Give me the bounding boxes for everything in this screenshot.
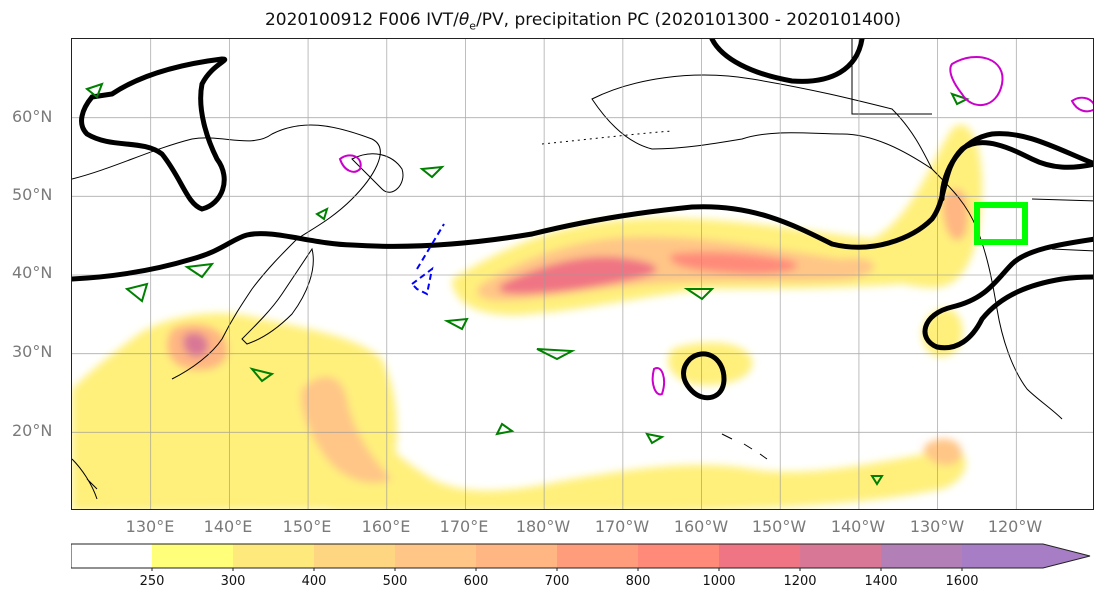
chart-title: 2020100912 F006 IVT/θe/PV, precipitation… (264, 10, 902, 33)
colorbar-tick-label: 800 (625, 574, 651, 589)
lon-tick-label: 150°W (751, 517, 807, 536)
ivt-contour-west-coast (922, 236, 1093, 351)
colorbar-swatch (314, 544, 395, 568)
colorbar-swatch (233, 544, 314, 568)
colorbar-swatch (638, 544, 719, 568)
colorbar-tick-label: 700 (544, 574, 570, 589)
pv-contour (495, 422, 515, 436)
coast-north-america (931, 168, 1063, 420)
coast-asia (72, 124, 381, 380)
colorbar-tick-label: 1200 (783, 574, 817, 589)
coast-hawaii (721, 433, 768, 460)
theta-pos-contour (338, 154, 362, 173)
lat-tick-label: 50°N (12, 185, 53, 204)
theta-pos-contour (651, 367, 665, 396)
highlight-box (974, 202, 1028, 245)
colorbar-tick-label: 500 (382, 574, 408, 589)
ivt-contour-ak (709, 39, 865, 84)
coast-aleutians (541, 130, 673, 145)
precip-japan-core (183, 332, 209, 357)
lon-tick-label: 120°W (987, 517, 1043, 536)
theta-positive-contours (338, 55, 1093, 396)
pv-contour (870, 475, 884, 486)
colorbar (71, 543, 1091, 571)
coast-alaska (591, 74, 934, 171)
lon-tick-label: 170°W (594, 517, 650, 536)
coast-japan (241, 247, 314, 345)
coast-kamchatka (351, 153, 404, 193)
map-panel (71, 38, 1094, 510)
colorbar-tick-label: 250 (139, 574, 165, 589)
pv-contour (950, 92, 970, 106)
lon-tick-label: 140°E (203, 517, 253, 536)
gridlines (72, 39, 1093, 509)
pv-contour (315, 207, 329, 221)
lat-tick-label: 60°N (12, 107, 53, 126)
colorbar-swatch (152, 544, 233, 568)
lon-tick-label: 150°E (282, 517, 332, 536)
colorbar-tick-label: 300 (220, 574, 246, 589)
pv-contour (443, 317, 469, 331)
lat-tick-label: 40°N (12, 263, 53, 282)
colorbar-tick-label: 600 (463, 574, 489, 589)
colorbar-swatch (476, 544, 557, 568)
coastlines (72, 39, 1093, 500)
ivt-contour-ne (939, 131, 1093, 202)
colorbar-swatch (71, 544, 152, 568)
colorbar-outline (71, 543, 1091, 569)
lon-tick-label: 130°W (909, 517, 965, 536)
pv-contour (645, 432, 665, 445)
theta-pos-contour (949, 55, 1004, 107)
lon-tick-label: 170°E (439, 517, 489, 536)
precip-subtropical-mid (301, 376, 392, 483)
colorbar-swatch (881, 544, 962, 568)
precip-ne-pacific-blob (923, 438, 962, 466)
colorbar-tick-label: 1600 (945, 574, 979, 589)
colorbar-tick-label: 1400 (864, 574, 898, 589)
border-canada-us (1031, 198, 1093, 252)
pv-contour (683, 288, 715, 301)
pv-contour (84, 82, 104, 99)
lon-tick-label: 160°E (361, 517, 411, 536)
lat-tick-label: 20°N (12, 421, 53, 440)
theta-neg-contour (410, 223, 445, 296)
colorbar-swatch (800, 544, 881, 568)
ivt-contour-subtropical-ring (681, 351, 727, 401)
ivt-contours (72, 39, 1093, 401)
coast-philippines (72, 458, 98, 500)
colorbar-tick-label: 1000 (702, 574, 736, 589)
pv-contour (249, 367, 275, 383)
precip-subtropical-band (272, 365, 966, 509)
pv-contour (419, 165, 445, 179)
lat-tick-label: 30°N (12, 342, 53, 361)
colorbar-swatch (719, 544, 800, 568)
lon-tick-label: 160°W (673, 517, 729, 536)
lon-tick-label: 140°W (830, 517, 886, 536)
colorbar-swatch (557, 544, 638, 568)
map-plot (72, 39, 1093, 509)
pv-contours (84, 82, 970, 486)
theta-negative-contours (410, 223, 445, 296)
pv-contour (536, 348, 576, 361)
colorbar-swatch (395, 544, 476, 568)
pv-contour (184, 262, 215, 279)
theta-pos-contour (1070, 96, 1093, 113)
border-inland (851, 39, 932, 115)
precipitation-shading (72, 124, 983, 509)
lon-tick-label: 130°E (125, 517, 175, 536)
colorbar-tick-label: 400 (301, 574, 327, 589)
pv-contour (124, 282, 149, 303)
ivt-contour-w-loop (79, 56, 227, 212)
precip-hawaii (668, 342, 753, 386)
colorbar-extend-arrow (962, 544, 1090, 568)
lon-tick-label: 180°W (515, 517, 571, 536)
